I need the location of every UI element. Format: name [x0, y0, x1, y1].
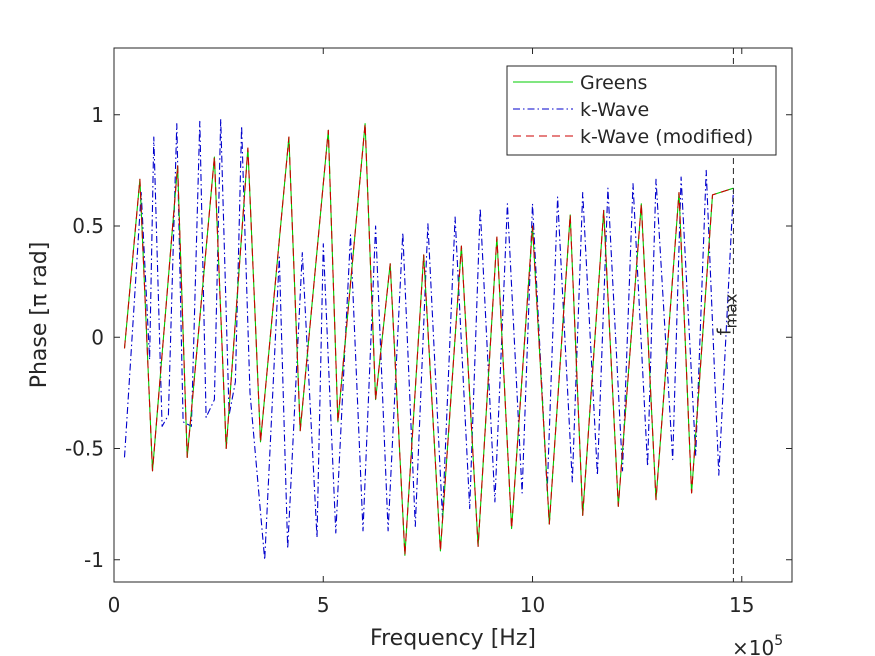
legend-label: k-Wave: [580, 99, 649, 121]
y-tick-label: 0.5: [72, 214, 104, 238]
series-layer: [123, 118, 734, 561]
series-line-k-wave: [123, 118, 734, 561]
y-tick-label: 0: [91, 325, 104, 349]
y-tick-label: 1: [91, 103, 104, 127]
y-axis-ticks: -1 -0.5 0 0.5 1: [65, 103, 792, 572]
x-axis-multiplier: ×105: [732, 633, 783, 656]
legend-label: k-Wave (modified): [580, 126, 753, 148]
fmax-label-main: f: [713, 327, 735, 335]
x-axis-multiplier-base: ×10: [732, 636, 774, 656]
y-tick-label: -0.5: [65, 437, 104, 461]
x-tick-label: 5: [317, 593, 330, 617]
legend-label: Greens: [580, 72, 647, 94]
x-tick-label: 0: [108, 593, 121, 617]
y-axis-label: Phase [π rad]: [27, 242, 52, 389]
fmax-label-sub: max: [721, 294, 740, 329]
x-axis-multiplier-exponent: 5: [774, 633, 783, 649]
y-tick-label: -1: [84, 548, 104, 572]
x-tick-label: 10: [520, 593, 545, 617]
legend-box: [506, 65, 777, 156]
legend-items: Greens k-Wave k-Wave (modified): [513, 72, 753, 148]
fmax-label: fmax: [713, 294, 740, 336]
x-tick-label: 15: [729, 593, 754, 617]
x-axis-ticks: 0 5 10 15: [108, 48, 755, 617]
axes-box: [113, 47, 793, 583]
x-axis-label: Frequency [Hz]: [370, 626, 536, 651]
legend: Greens k-Wave k-Wave (modified): [506, 65, 777, 156]
series-line-k-wave-modified: [123, 123, 734, 556]
